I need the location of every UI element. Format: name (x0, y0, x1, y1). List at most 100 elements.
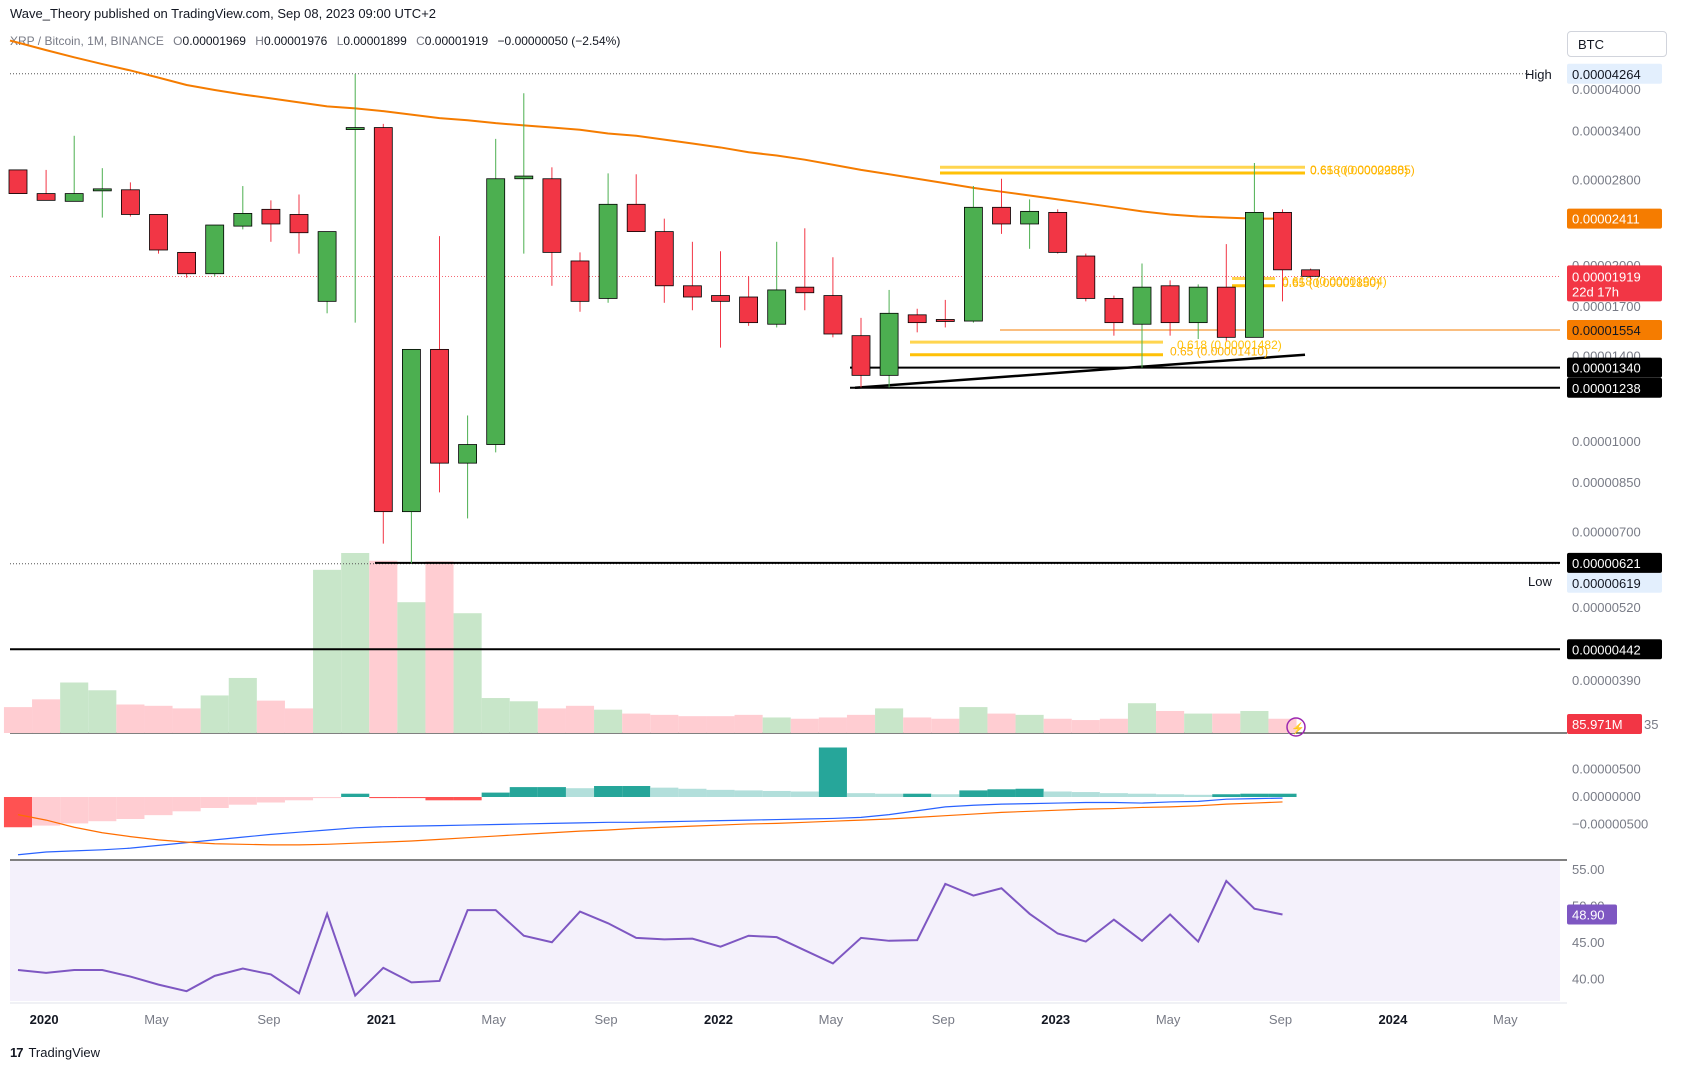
macd-histogram-bar (88, 797, 117, 822)
candle-body (317, 231, 337, 302)
macd-histogram-bar (734, 790, 763, 797)
low-price-tag-bg (1567, 572, 1662, 593)
candle-body (1104, 298, 1124, 324)
high-value: 0.00001976 (263, 34, 328, 48)
volume-bar (397, 602, 426, 733)
support-price-tag-bg (1567, 639, 1662, 660)
fib-level-label: 0.65 (0.00002950) (1310, 163, 1408, 177)
macd-histogram-bar (481, 792, 510, 797)
candle-body (654, 231, 674, 287)
rsi-tick-label: 55.00 (1572, 862, 1605, 877)
support-price-tag-bg (1567, 320, 1662, 341)
candle-body (1188, 286, 1208, 324)
volume-bar (537, 708, 566, 733)
support-price-tag: 0.00001554 (1572, 323, 1641, 338)
volume-bar (481, 698, 510, 733)
candle-body (261, 208, 281, 225)
rsi-tick-label: 40.00 (1572, 972, 1605, 987)
time-axis-label: 2022 (704, 1012, 733, 1027)
rsi-background (10, 861, 1560, 1001)
candle-body (683, 285, 702, 298)
volume-bar (959, 707, 988, 733)
candle-body (1216, 286, 1236, 338)
chart-canvas[interactable]: 0.000040000.000034000.000028000.00002000… (0, 0, 1682, 1040)
macd-histogram-bar (341, 793, 370, 797)
macd-histogram-bar (565, 788, 595, 797)
volume-value-tag: 85.971M (1572, 717, 1623, 732)
fib-level-label: 0.65 (0.00001850) (1282, 276, 1380, 290)
candle-body (458, 444, 478, 464)
volume-bar (706, 716, 735, 733)
volume-bar (818, 717, 847, 733)
ema-200-line (9, 39, 1283, 220)
volume-bar (678, 716, 707, 733)
candle-body (851, 335, 871, 376)
candle-body (795, 286, 815, 294)
candle-body (711, 295, 730, 302)
volume-bar (116, 704, 145, 733)
macd-histogram-bar (144, 797, 173, 816)
candle-body (823, 295, 843, 335)
volume-bar (425, 561, 454, 733)
volume-bar (32, 699, 61, 733)
volume-axis-tail-label: 35 (1644, 717, 1658, 732)
open-label: O (173, 34, 183, 48)
volume-bar (60, 682, 89, 733)
time-axis-label: May (1156, 1012, 1181, 1027)
macd-histogram-bar (959, 790, 988, 797)
volume-bar (1212, 713, 1241, 733)
macd-histogram-bar (228, 797, 257, 805)
last-price-tag-bg (1567, 265, 1662, 302)
macd-line (17, 797, 1283, 856)
volume-bar (734, 714, 763, 733)
signal-line (17, 801, 1283, 846)
volume-bar (875, 708, 904, 733)
macd-histogram-bar (256, 797, 285, 803)
price-tick-label: 0.00001000 (1572, 434, 1641, 449)
candle-body (598, 203, 618, 299)
macd-histogram-bar (200, 797, 229, 808)
macd-histogram-bar (1015, 788, 1044, 797)
macd-histogram-bar (594, 786, 623, 797)
candle-body (1020, 210, 1039, 225)
time-axis-label: 2024 (1378, 1012, 1408, 1027)
candle-body (36, 193, 56, 201)
time-axis-label: Sep (257, 1012, 280, 1027)
macd-histogram-bar (116, 797, 145, 819)
candle-body (935, 319, 955, 322)
volume-bar (228, 677, 257, 733)
alert-lightning-icon (1286, 717, 1306, 737)
macd-histogram-bar (313, 797, 342, 799)
alert-glyph: ⚡ (1291, 722, 1305, 735)
macd-histogram-bar (846, 793, 876, 797)
macd-histogram-bar (875, 793, 904, 797)
macd-histogram-bar (1071, 792, 1100, 797)
volume-bar (313, 569, 342, 733)
candle-body (205, 224, 225, 275)
low-marker-label: Low (1528, 574, 1552, 589)
candle-body (233, 213, 253, 227)
volume-bar (3, 707, 33, 733)
volume-bar (622, 713, 651, 733)
macd-histogram-bar (60, 797, 89, 824)
symbol-title[interactable]: XRP / Bitcoin, 1M, BINANCE (10, 34, 164, 48)
low-label: L (336, 34, 344, 48)
macd-tick-label: 0.00000000 (1572, 789, 1641, 804)
macd-histogram-bar (931, 794, 960, 797)
currency-selector[interactable]: BTC (1567, 31, 1667, 57)
volume-bar (453, 613, 482, 733)
macd-histogram-bar (397, 797, 426, 799)
macd-histogram-bar (537, 787, 566, 797)
candle-body (626, 203, 646, 233)
high-label: H (255, 34, 264, 48)
macd-histogram-bar (1212, 794, 1241, 797)
volume-bar (1071, 720, 1100, 733)
volume-bar (1156, 710, 1185, 733)
symbol-legend: XRP / Bitcoin, 1M, BINANCE O0.00001969 H… (10, 34, 620, 48)
volume-bar (256, 700, 285, 733)
candle-body (739, 296, 758, 324)
candle-body (486, 178, 506, 445)
candle-body (767, 289, 787, 325)
volume-bar (1015, 714, 1044, 733)
volume-bar (341, 553, 370, 733)
